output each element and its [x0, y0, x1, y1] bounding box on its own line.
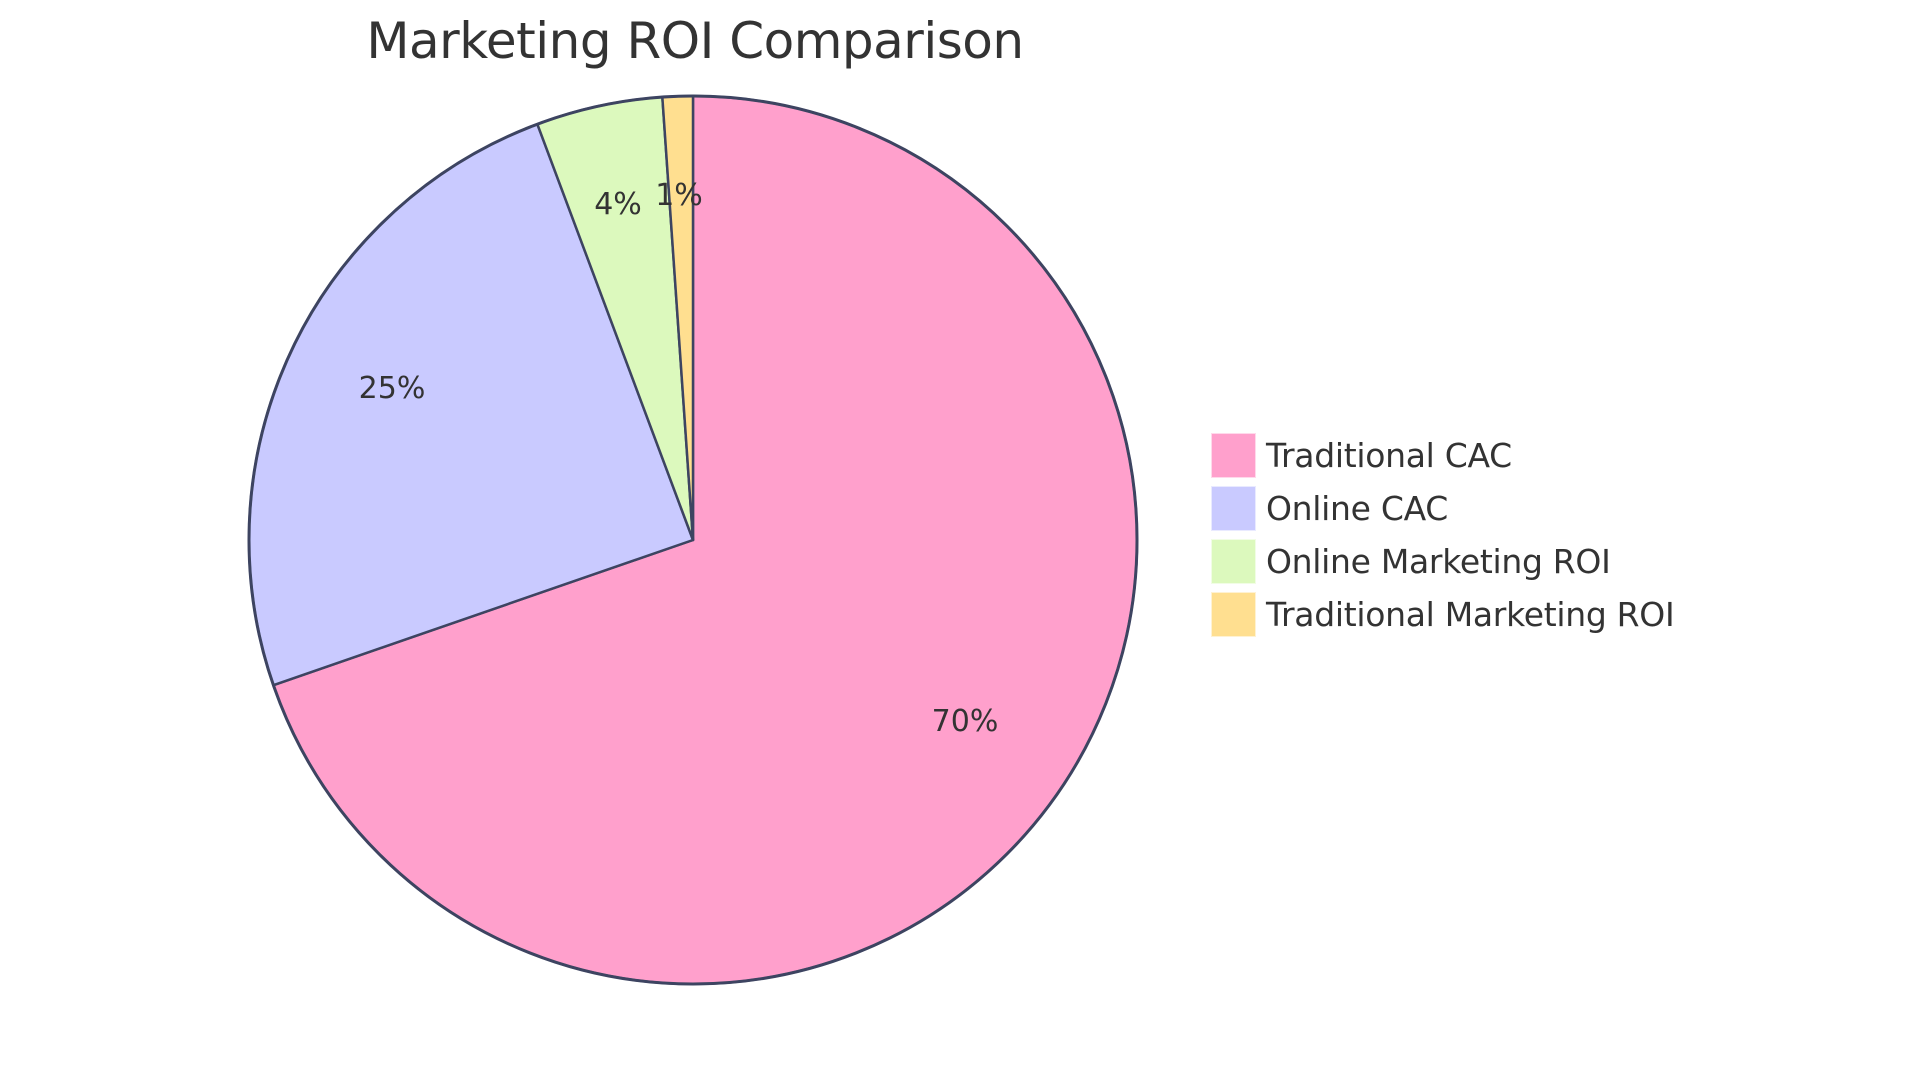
legend-item-online-cac: Online CAC	[1211, 486, 1674, 531]
slice-percent-label: 1%	[655, 178, 703, 213]
pie-slices	[247, 94, 1139, 986]
slice-percent-label: 70%	[932, 704, 999, 739]
legend-label: Traditional CAC	[1266, 436, 1512, 475]
slice-percent-label: 4%	[594, 187, 642, 222]
legend: Traditional CAC Online CAC Online Market…	[1211, 433, 1675, 645]
pie-outline	[247, 94, 1139, 986]
legend-item-online-marketing-roi: Online Marketing ROI	[1211, 539, 1674, 584]
legend-label: Traditional Marketing ROI	[1266, 595, 1675, 634]
chart-title: Marketing ROI Comparison	[366, 12, 1024, 70]
legend-item-traditional-marketing-roi: Traditional Marketing ROI	[1211, 592, 1675, 637]
slice-percent-label: 25%	[359, 371, 426, 406]
legend-swatch	[1211, 433, 1256, 478]
legend-swatch	[1211, 592, 1256, 637]
legend-item-traditional-cac: Traditional CAC	[1211, 433, 1674, 478]
pie-slice-labels: 70% 25% 4% 1%	[359, 178, 999, 739]
legend-swatch	[1211, 486, 1256, 531]
legend-label: Online CAC	[1266, 489, 1449, 528]
legend-label: Online Marketing ROI	[1266, 542, 1611, 581]
legend-swatch	[1211, 539, 1256, 584]
